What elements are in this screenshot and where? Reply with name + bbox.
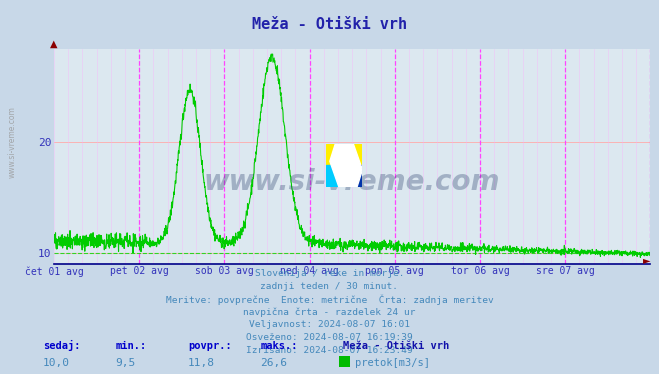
Polygon shape <box>326 165 344 187</box>
Text: sedaj:: sedaj: <box>43 340 80 352</box>
Text: pretok[m3/s]: pretok[m3/s] <box>355 358 430 368</box>
Polygon shape <box>344 165 362 187</box>
Text: 10,0: 10,0 <box>43 358 70 368</box>
Text: maks.:: maks.: <box>260 341 298 351</box>
Text: 11,8: 11,8 <box>188 358 215 368</box>
Text: ▲: ▲ <box>50 39 58 49</box>
Text: Veljavnost: 2024-08-07 16:01: Veljavnost: 2024-08-07 16:01 <box>249 320 410 329</box>
Text: 26,6: 26,6 <box>260 358 287 368</box>
Text: min.:: min.: <box>115 341 146 351</box>
Text: www.si-vreme.com: www.si-vreme.com <box>204 168 500 196</box>
Text: 9,5: 9,5 <box>115 358 136 368</box>
Text: www.si-vreme.com: www.si-vreme.com <box>8 106 17 178</box>
Text: Osveženo: 2024-08-07 16:19:39: Osveženo: 2024-08-07 16:19:39 <box>246 333 413 342</box>
Text: Meritve: povprečne  Enote: metrične  Črta: zadnja meritev: Meritve: povprečne Enote: metrične Črta:… <box>165 295 494 305</box>
Polygon shape <box>330 144 362 187</box>
Text: Meža - Otiški vrh: Meža - Otiški vrh <box>343 341 449 351</box>
Text: ►: ► <box>643 255 650 266</box>
Text: zadnji teden / 30 minut.: zadnji teden / 30 minut. <box>260 282 399 291</box>
Text: povpr.:: povpr.: <box>188 341 231 351</box>
Text: Izrisano: 2024-08-07 16:23:49: Izrisano: 2024-08-07 16:23:49 <box>246 346 413 355</box>
Text: Meža - Otiški vrh: Meža - Otiški vrh <box>252 17 407 32</box>
Text: navpična črta - razdelek 24 ur: navpična črta - razdelek 24 ur <box>243 307 416 317</box>
Text: Slovenija / reke in morje.: Slovenija / reke in morje. <box>255 269 404 278</box>
Polygon shape <box>326 144 362 165</box>
